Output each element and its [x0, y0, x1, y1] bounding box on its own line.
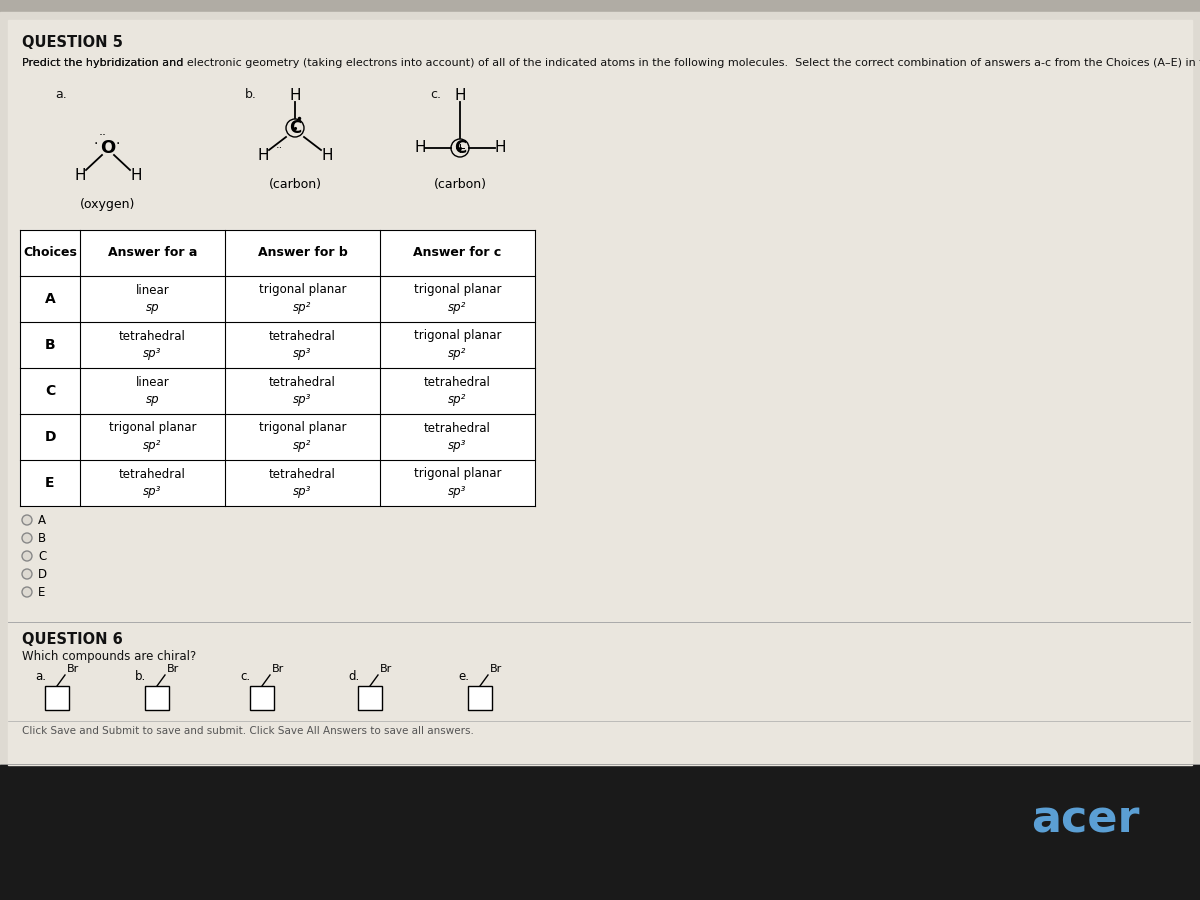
Text: trigonal planar: trigonal planar: [259, 421, 347, 435]
Text: Br: Br: [67, 664, 79, 674]
Text: Br: Br: [490, 664, 503, 674]
Bar: [0, 0, 1200, 12]
Text: H: H: [322, 148, 332, 164]
Text: Which compounds are chiral?: Which compounds are chiral?: [22, 650, 197, 663]
Text: H: H: [289, 87, 301, 103]
Text: Br: Br: [380, 664, 392, 674]
Bar: [46, 686, 70, 710]
Text: trigonal planar: trigonal planar: [259, 284, 347, 296]
Text: tetrahedral: tetrahedral: [269, 329, 336, 343]
Circle shape: [22, 551, 32, 561]
Text: H: H: [257, 148, 269, 164]
Bar: [8, 20, 1192, 765]
Circle shape: [22, 515, 32, 525]
Text: b.: b.: [134, 670, 146, 683]
Text: trigonal planar: trigonal planar: [414, 284, 502, 296]
Text: Click Save and Submit to save and submit. Click Save All Answers to save all ans: Click Save and Submit to save and submit…: [22, 726, 474, 736]
Text: H: H: [455, 87, 466, 103]
Text: ·: ·: [94, 137, 98, 151]
Text: C: C: [454, 139, 466, 157]
Text: B: B: [44, 338, 55, 352]
Text: linear: linear: [136, 284, 169, 296]
Text: sp³: sp³: [293, 393, 312, 407]
Text: H: H: [74, 168, 85, 184]
Text: D: D: [44, 430, 55, 444]
Text: trigonal planar: trigonal planar: [414, 467, 502, 481]
Text: Predict the hybridization and electronic geometry (taking electrons into account: Predict the hybridization and electronic…: [22, 58, 1200, 68]
Text: a.: a.: [35, 670, 46, 683]
Text: a.: a.: [55, 88, 67, 101]
Text: ·: ·: [116, 137, 120, 151]
Text: trigonal planar: trigonal planar: [109, 421, 197, 435]
Text: tetrahedral: tetrahedral: [269, 467, 336, 481]
Text: acer: acer: [1031, 798, 1139, 842]
Bar: [358, 686, 382, 710]
Text: sp: sp: [145, 302, 160, 314]
Text: Answer for a: Answer for a: [108, 247, 197, 259]
Bar: [145, 686, 169, 710]
Bar: [20, 230, 535, 506]
Circle shape: [22, 587, 32, 597]
Text: (carbon): (carbon): [433, 178, 486, 191]
Text: sp²: sp²: [449, 347, 467, 361]
Text: Answer for c: Answer for c: [413, 247, 502, 259]
Text: QUESTION 6: QUESTION 6: [22, 632, 122, 647]
Text: (carbon): (carbon): [269, 178, 322, 191]
Text: tetrahedral: tetrahedral: [119, 329, 186, 343]
Text: sp³: sp³: [449, 485, 467, 499]
Text: sp²: sp²: [293, 439, 312, 453]
Text: b.: b.: [245, 88, 257, 101]
Text: c.: c.: [430, 88, 442, 101]
Text: tetrahedral: tetrahedral: [269, 375, 336, 389]
Circle shape: [22, 569, 32, 579]
Text: O: O: [101, 139, 115, 157]
Text: (oxygen): (oxygen): [80, 198, 136, 211]
Text: sp³: sp³: [143, 347, 162, 361]
Text: E: E: [38, 586, 46, 598]
Bar: [0, 12, 1200, 772]
Text: ··: ··: [98, 130, 107, 142]
Text: sp²: sp²: [143, 439, 162, 453]
Text: sp³: sp³: [143, 485, 162, 499]
Bar: [468, 686, 492, 710]
Text: Choices: Choices: [23, 247, 77, 259]
Text: A: A: [44, 292, 55, 306]
Text: C: C: [289, 119, 301, 137]
Text: sp²: sp²: [449, 393, 467, 407]
Text: E: E: [46, 476, 55, 490]
Text: C: C: [38, 550, 47, 562]
Text: A: A: [38, 514, 46, 526]
Text: sp²: sp²: [293, 302, 312, 314]
Text: trigonal planar: trigonal planar: [414, 329, 502, 343]
Text: ··: ··: [275, 143, 283, 153]
Text: Br: Br: [272, 664, 284, 674]
Circle shape: [22, 533, 32, 543]
Text: e.: e.: [458, 670, 469, 683]
Text: QUESTION 5: QUESTION 5: [22, 35, 122, 50]
Text: Answer for b: Answer for b: [258, 247, 347, 259]
Text: c.: c.: [240, 670, 250, 683]
Bar: [250, 686, 274, 710]
Text: D: D: [38, 568, 47, 580]
Text: sp²: sp²: [449, 302, 467, 314]
Text: H: H: [131, 168, 142, 184]
Text: sp³: sp³: [293, 485, 312, 499]
Text: linear: linear: [136, 375, 169, 389]
Text: tetrahedral: tetrahedral: [424, 375, 491, 389]
Text: Br: Br: [167, 664, 179, 674]
Text: B: B: [38, 532, 46, 544]
Text: sp: sp: [145, 393, 160, 407]
Text: C: C: [44, 384, 55, 398]
Text: tetrahedral: tetrahedral: [119, 467, 186, 481]
Text: H: H: [494, 140, 505, 156]
Text: H: H: [414, 140, 426, 156]
Text: tetrahedral: tetrahedral: [424, 421, 491, 435]
Text: d.: d.: [348, 670, 359, 683]
Text: sp³: sp³: [293, 347, 312, 361]
Text: sp³: sp³: [449, 439, 467, 453]
Text: Predict the hybridization and: Predict the hybridization and: [22, 58, 187, 68]
Bar: [0, 765, 1200, 900]
